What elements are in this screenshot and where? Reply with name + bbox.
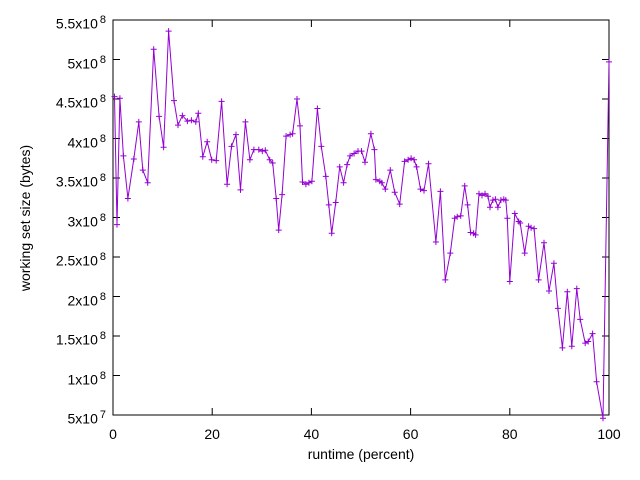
y-tick-label: 3x10 8 [67,211,106,230]
axis-ticks [112,19,610,416]
x-axis-title: runtime (percent) [307,446,415,462]
x-tick-label: 100 [597,426,621,442]
x-tick-label: 60 [402,426,419,442]
y-tick-label: 5x10 8 [67,53,106,72]
x-tick-label: 80 [502,426,518,442]
y-tick-label: 1.5x10 8 [55,330,106,348]
y-tick-label: 1x10 8 [67,369,106,388]
y-tick-label: 2.5x10 8 [55,251,106,269]
y-tick-label: 5.5x10 8 [55,14,106,32]
y-tick-label: 4x10 8 [67,132,106,151]
plot-border [112,19,610,416]
y-tick-label: 2x10 8 [67,290,106,309]
series-line [114,31,610,419]
y-tick-label: 4.5x10 8 [55,93,106,111]
y-tick-label: 3.5x10 8 [55,172,106,190]
series-markers [111,28,612,422]
x-tick-label: 20 [204,426,220,442]
x-tick-label: 0 [109,426,117,442]
y-tick-label: 5x10 7 [67,409,106,427]
y-axis-title: working set size (bytes) [17,144,33,292]
x-tick-label: 40 [303,426,320,442]
